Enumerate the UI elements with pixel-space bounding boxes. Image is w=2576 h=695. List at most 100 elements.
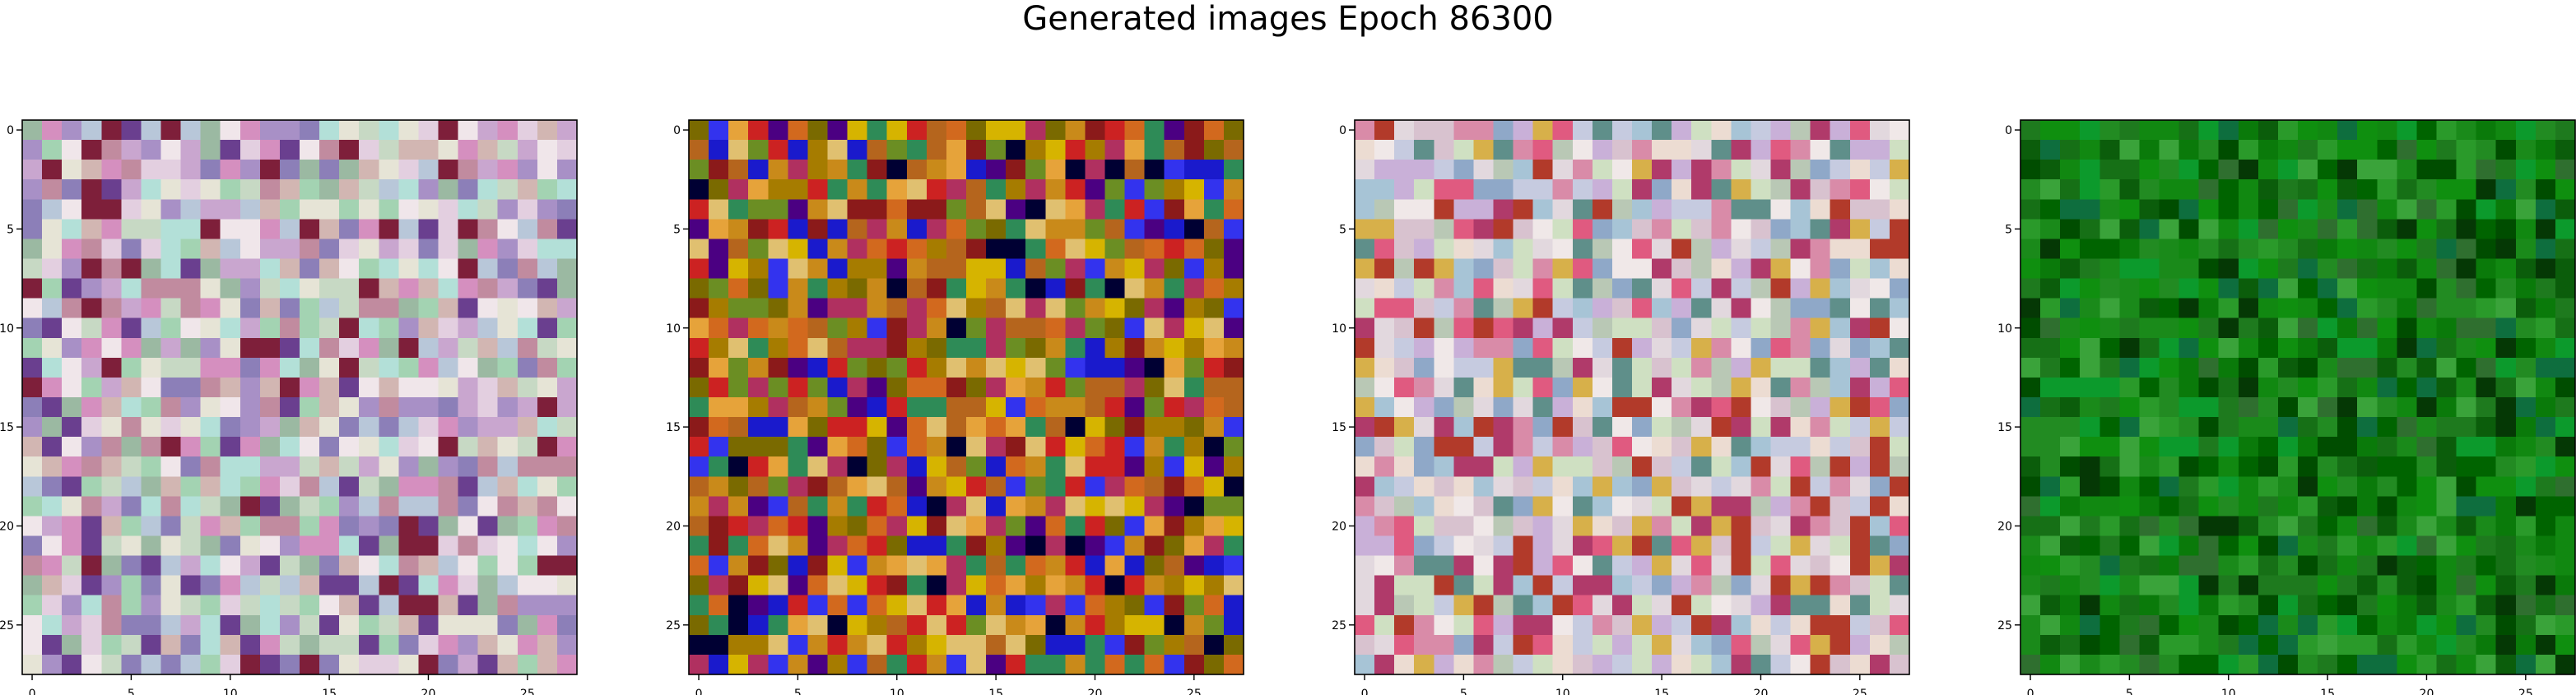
- pixel-cell: [1611, 437, 1633, 457]
- pixel-cell: [2178, 456, 2200, 477]
- pixel-cell: [1124, 219, 1146, 240]
- pixel-cell: [867, 476, 888, 497]
- pixel-cell: [160, 496, 182, 517]
- pixel-cell: [1869, 634, 1890, 656]
- pixel-cell: [2218, 437, 2239, 457]
- pixel-cell: [1849, 337, 1871, 359]
- pixel-cell: [1124, 437, 1146, 457]
- pixel-cell: [339, 278, 360, 299]
- pixel-cell: [2535, 199, 2556, 220]
- pixel-cell: [1164, 120, 1185, 141]
- pixel-cell: [2298, 140, 2318, 160]
- pixel-cell: [986, 219, 1007, 240]
- pixel-cell: [239, 595, 261, 616]
- pixel-cell: [1889, 239, 1910, 260]
- pixel-cell: [537, 575, 558, 596]
- pixel-cell: [2099, 160, 2120, 180]
- pixel-cell: [259, 337, 281, 359]
- pixel-cell: [1434, 160, 1454, 180]
- pixel-cell: [1434, 357, 1454, 378]
- pixel-cell: [339, 140, 360, 160]
- pixel-cell: [926, 456, 947, 477]
- pixel-cell: [1124, 258, 1146, 280]
- pixel-cell: [279, 179, 300, 200]
- x-tick-label: 5: [128, 688, 135, 695]
- pixel-cell: [200, 120, 221, 141]
- pixel-cell: [2020, 575, 2041, 596]
- pixel-cell: [339, 555, 360, 577]
- pixel-cell: [458, 595, 479, 616]
- pixel-cell: [220, 634, 241, 656]
- pixel-cell: [2416, 516, 2438, 537]
- pixel-cell: [1592, 140, 1613, 160]
- pixel-cell: [1849, 417, 1871, 438]
- pixel-cell: [1770, 219, 1792, 240]
- pixel-cell: [2099, 140, 2120, 160]
- pixel-cell: [2080, 377, 2100, 398]
- pixel-cell: [438, 634, 459, 656]
- pixel-cell: [1770, 298, 1792, 319]
- pixel-cell: [886, 555, 908, 577]
- pixel-cell: [2040, 140, 2061, 160]
- pixel-cell: [906, 219, 928, 240]
- pixel-cell: [22, 417, 43, 438]
- pixel-cell: [1849, 476, 1871, 497]
- pixel-cell: [1183, 456, 1205, 477]
- pixel-cell: [1869, 317, 1890, 339]
- pixel-cell: [1434, 120, 1454, 141]
- pixel-cell: [2456, 614, 2477, 636]
- pixel-cell: [556, 239, 578, 260]
- pixel-cell: [867, 239, 888, 260]
- pixel-cell: [827, 575, 849, 596]
- pixel-cell: [2476, 417, 2497, 438]
- pixel-cell: [946, 179, 967, 200]
- pixel-cell: [22, 456, 43, 477]
- pixel-cell: [1711, 595, 1732, 616]
- pixel-cell: [2337, 239, 2358, 260]
- pixel-cell: [2060, 337, 2081, 359]
- pixel-cell: [2257, 258, 2279, 280]
- pixel-cell: [1394, 417, 1415, 438]
- pixel-cell: [1394, 555, 1415, 577]
- pixel-cell: [768, 258, 788, 280]
- pixel-cell: [1751, 357, 1772, 378]
- pixel-cell: [768, 160, 788, 180]
- pixel-cell: [906, 634, 928, 656]
- pixel-cell: [1632, 634, 1653, 656]
- pixel-cell: [1104, 179, 1126, 200]
- pixel-cell: [339, 575, 360, 596]
- pixel-cell: [1183, 377, 1205, 398]
- pixel-cell: [1652, 160, 1672, 180]
- pixel-cell: [537, 476, 558, 497]
- pixel-cell: [121, 199, 142, 220]
- pixel-cell: [1830, 120, 1851, 141]
- pixel-cell: [1493, 258, 1514, 280]
- pixel-cell: [1183, 496, 1205, 517]
- pixel-cell: [477, 239, 499, 260]
- y-tick-label: 10: [1332, 322, 1346, 336]
- pixel-cell: [1374, 614, 1395, 636]
- pixel-cell: [1414, 278, 1434, 299]
- pixel-cell: [867, 317, 888, 339]
- pixel-cell: [2119, 516, 2141, 537]
- pixel-cell: [2397, 634, 2418, 656]
- pixel-cell: [2318, 555, 2338, 577]
- pixel-cell: [867, 140, 888, 160]
- pixel-cell: [1830, 317, 1851, 339]
- pixel-cell: [2060, 634, 2081, 656]
- pixel-cell: [279, 417, 300, 438]
- pixel-cell: [1572, 120, 1593, 141]
- pixel-cell: [1104, 298, 1126, 319]
- pixel-cell: [1592, 337, 1613, 359]
- pixel-cell: [1889, 140, 1910, 160]
- pixel-cell: [1065, 654, 1086, 675]
- pixel-cell: [1711, 555, 1732, 577]
- pixel-cell: [946, 535, 967, 557]
- pixel-cell: [141, 239, 162, 260]
- pixel-cell: [1434, 516, 1454, 537]
- pixel-cell: [1532, 535, 1554, 557]
- pixel-cell: [239, 120, 261, 141]
- pixel-cell: [748, 575, 769, 596]
- pixel-cell: [1810, 496, 1831, 517]
- pixel-cell: [1751, 258, 1772, 280]
